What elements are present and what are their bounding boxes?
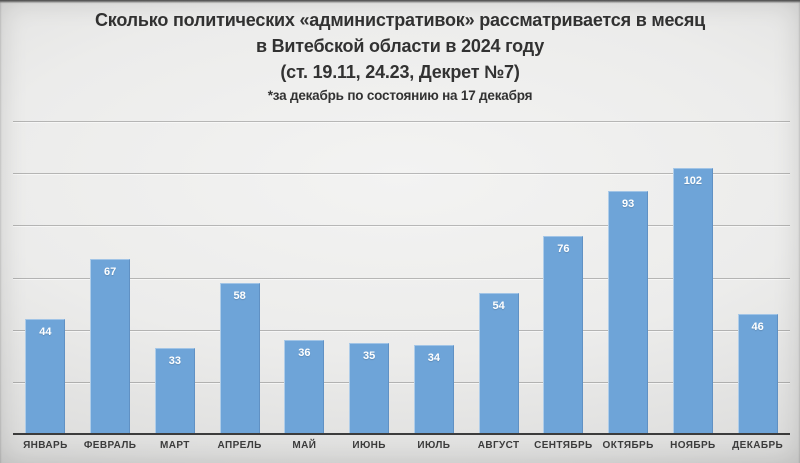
bar-column-9: 76 [531,121,596,434]
x-axis-label-3: МАРТ [159,440,190,451]
bar-12: 46 [737,314,778,434]
bar-9: 76 [543,235,584,434]
bar-8: 54 [478,293,519,434]
x-axis-label-12: ДЕКАБРЬ [732,440,784,451]
bar-column-4: 58 [207,121,272,434]
bar-value-label: 102 [683,174,703,187]
gridline-20 [13,381,790,383]
bar-value-label: 34 [427,352,440,365]
x-axis-label-4: АПРЕЛЬ [217,440,262,451]
chart-title-line3: (ст. 19.11, 24.23, Декрет №7) [280,62,520,82]
x-axis-line [13,433,790,435]
bar-7: 34 [413,345,454,434]
top-edge-shadow [0,0,800,3]
x-axis-label-2: ФЕВРАЛЬ [83,440,137,451]
x-axis-label-9: СЕНТЯБРЬ [534,440,593,451]
bar-column-7: 34 [402,121,467,434]
bar-value-label: 46 [751,321,764,334]
x-axis-label-8: АВГУСТ [477,440,520,451]
bar-6: 35 [349,342,390,434]
bar-11: 102 [672,167,713,434]
bar-column-11: 102 [661,121,726,434]
gridlines-container [13,121,790,434]
bar-value-label: 58 [233,289,246,302]
bars-container: 44 67 33 58 36 35 34 54 76 93 102 46 [13,121,790,434]
gridline-40 [13,329,790,331]
bar-1: 44 [25,319,66,434]
chart-title-line2: в Витебской области в 2024 году [255,36,545,56]
bar-column-6: 35 [337,121,402,434]
gridline-120 [13,121,790,122]
x-axis-label-11: НОЯБРЬ [670,440,716,451]
bar-column-3: 33 [143,121,208,434]
bar-value-label: 54 [492,300,505,313]
bar-value-label: 93 [622,198,635,211]
bar-2: 67 [90,259,131,434]
bar-4: 58 [219,282,260,434]
x-axis-label-5: МАЙ [292,440,317,451]
bar-column-10: 93 [596,121,661,434]
bar-column-12: 46 [725,121,790,434]
chart-title-line1: Сколько политических «административок» р… [94,10,706,30]
gridline-60 [13,277,790,279]
plot-area: 44 67 33 58 36 35 34 54 76 93 102 46 [13,121,790,435]
gridline-100 [13,173,790,175]
x-axis-label-7: ИЮЛЬ [417,440,451,451]
bar-column-8: 54 [466,121,531,434]
bar-column-5: 36 [272,121,337,434]
gridline-80 [13,225,790,227]
bar-value-label: 76 [557,242,570,255]
bar-value-label: 35 [363,349,376,362]
bar-column-1: 44 [13,121,78,434]
x-axis-label-10: ОКТЯБРЬ [602,440,654,451]
bar-value-label: 67 [104,266,117,279]
x-axis-labels: ЯНВАРЬ ФЕВРАЛЬ МАРТ АПРЕЛЬ МАЙ ИЮНЬ ИЮЛЬ АВГУСТ… [13,440,790,451]
x-axis-label-6: ИЮНЬ [352,440,386,451]
bar-5: 36 [284,340,325,434]
bar-value-label: 44 [39,326,52,339]
bar-value-label: 33 [168,354,181,367]
bar-column-2: 67 [78,121,143,434]
bar-3: 33 [154,347,195,434]
chart-title-note: *за декабрь по состоянию на 17 декабря [267,88,533,103]
x-axis-label-1: ЯНВАРЬ [23,440,68,451]
chart-title-block: Сколько политических «административок» р… [0,7,800,106]
bar-value-label: 36 [298,347,311,360]
bar-10: 93 [608,191,649,434]
